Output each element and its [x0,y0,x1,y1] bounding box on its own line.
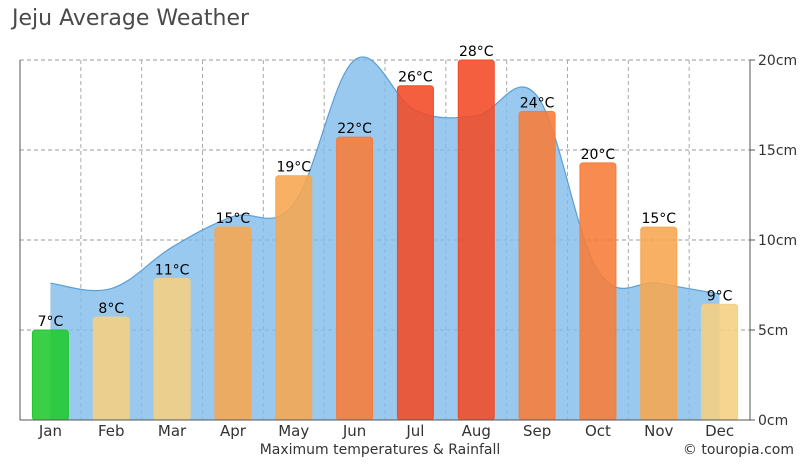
temperature-data-label: 20°C [581,147,616,163]
temperature-bar [275,175,313,421]
x-tick-label: Jun [342,422,366,440]
temperature-bar [214,226,252,421]
x-tick-label: Oct [585,422,611,440]
temperature-data-label: 11°C [155,263,190,279]
y-tick-label: 5cm [758,323,788,339]
x-tick-label: Jul [405,422,424,440]
rainfall-area [50,56,720,421]
x-tick-label: Nov [644,422,673,440]
temperature-bar [396,85,434,421]
temperature-bar [518,110,556,421]
x-axis-ticks: Jan Feb Mar Apr May Jun Jul Aug Sep Oct Nov Dec [38,422,734,440]
temperature-bar [336,136,374,421]
x-tick-label: Feb [98,422,125,440]
temperature-bar [31,329,69,421]
y-tick-label: 15cm [758,143,797,159]
x-tick-label: Dec [705,422,734,440]
temperature-data-label: 8°C [98,301,124,317]
temperature-data-label: 24°C [520,95,555,111]
chart-subtitle: Maximum temperatures & Rainfall [259,442,501,458]
temperature-data-label: 7°C [38,314,64,330]
temperature-data-label: 9°C [707,288,733,304]
temperature-data-label: 22°C [337,121,372,137]
y-tick-label: 0cm [758,413,788,429]
temperature-bar [92,316,130,421]
x-tick-label: Apr [220,422,247,440]
copyright-credit: © touropia.com [682,442,794,458]
chart-title: Jeju Average Weather [12,6,250,31]
temperature-data-label: 26°C [398,70,433,86]
temperature-data-label: 28°C [459,44,494,60]
temperature-data-label: 19°C [276,160,311,176]
temperature-bar [153,278,191,421]
temperature-bars: 7°C 8°C 11°C 15°C 19°C 22°C 26°C 28°C 24°C 20°C 15… [31,44,739,421]
temperature-bar [579,162,617,421]
y-axis-right-ticks: 0cm 5cm 10cm 15cm 20cm [750,53,797,429]
temperature-bar [457,59,495,421]
y-tick-label: 20cm [758,53,797,69]
temperature-bar [701,303,739,421]
temperature-data-label: 15°C [216,211,251,227]
x-tick-label: May [278,422,309,440]
temperature-bar [640,226,678,421]
temperature-data-label: 15°C [641,211,676,227]
x-tick-label: Sep [523,422,551,440]
x-tick-label: Jan [38,422,62,440]
y-tick-label: 10cm [758,233,797,249]
x-tick-label: Mar [158,422,187,440]
x-tick-label: Aug [462,422,491,440]
